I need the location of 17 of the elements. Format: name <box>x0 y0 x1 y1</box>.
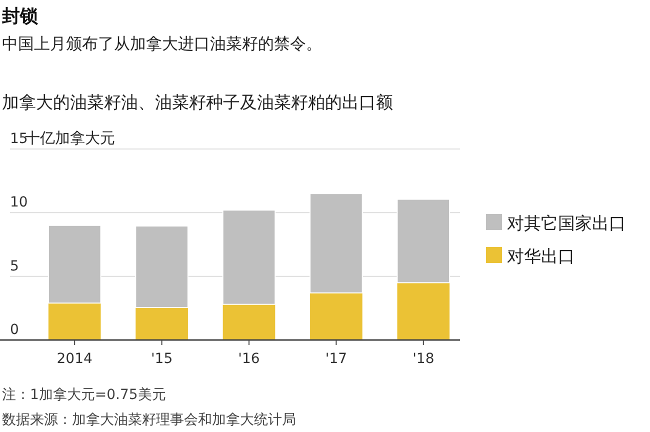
legend-label: 对其它国家出口 <box>507 214 626 234</box>
source-note: 数据来源：加拿大油菜籽理事会和加拿大统计局 <box>2 412 296 428</box>
y-tick-label: 0 <box>10 322 19 338</box>
x-tick-label: '16 <box>238 351 260 367</box>
chart-subtitle: 中国上月颁布了从加拿大进口油菜籽的禁令。 <box>2 34 322 53</box>
x-tick-label: '18 <box>412 351 434 367</box>
y-tick-label: 15 <box>10 131 28 147</box>
text: 加拿大的油菜籽油、油菜籽种子及油菜籽粕的出口额 <box>2 93 393 113</box>
y-axis-title: 十亿加拿大元 <box>25 129 115 147</box>
legend-label: 对华出口 <box>507 247 575 267</box>
chart-title: 封锁 <box>1 6 38 27</box>
text: 注：1加拿大元=0.75美元 <box>2 387 166 403</box>
x-tick-label: 2014 <box>56 351 92 367</box>
y-tick-label: 10 <box>10 194 28 211</box>
x-tick-label: '17 <box>325 351 348 367</box>
y-tick-label: 5 <box>10 258 19 274</box>
x-tick-label: '15 <box>150 351 173 367</box>
